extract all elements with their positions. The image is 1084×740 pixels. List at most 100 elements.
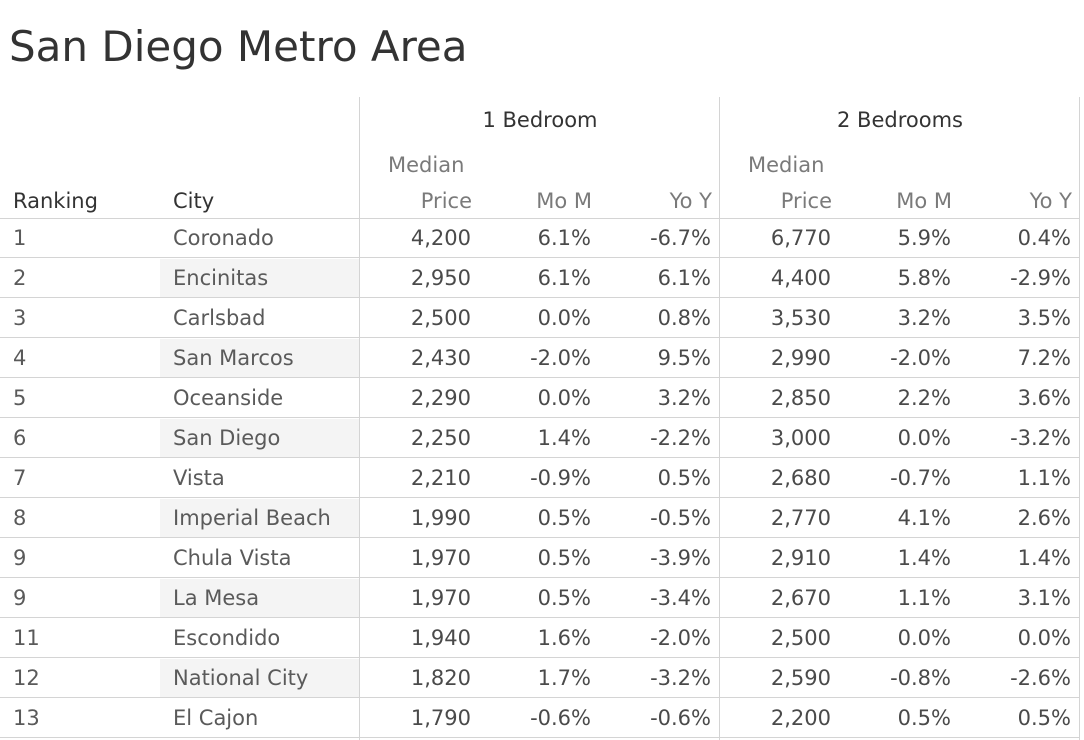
- mom-1br-cell: 0.5%: [537, 546, 591, 570]
- ranking-cell: 13: [13, 706, 40, 730]
- price-1br-cell: 1,970: [410, 546, 471, 570]
- price-2br-cell: 3,000: [770, 426, 831, 450]
- price-1br-cell: 4,200: [410, 226, 471, 250]
- row-band: [160, 419, 360, 458]
- yoy-2br-cell: 1.1%: [1017, 466, 1071, 490]
- mom-2br-cell: 1.1%: [897, 586, 951, 610]
- page-title: San Diego Metro Area: [9, 22, 468, 71]
- column-divider: [1079, 97, 1080, 740]
- mom-2br-cell: -0.8%: [890, 666, 951, 690]
- mom-1br-cell: 1.7%: [537, 666, 591, 690]
- col-header-price-2br[interactable]: Price: [780, 189, 832, 213]
- yoy-1br-cell: 9.5%: [657, 346, 711, 370]
- price-1br-cell: 2,290: [410, 386, 471, 410]
- yoy-1br-cell: 6.1%: [657, 266, 711, 290]
- yoy-2br-cell: 2.6%: [1017, 506, 1071, 530]
- price-1br-cell: 1,820: [410, 666, 471, 690]
- city-cell: National City: [173, 666, 309, 690]
- mom-1br-cell: 0.5%: [537, 586, 591, 610]
- mom-2br-cell: 0.0%: [897, 426, 951, 450]
- ranking-cell: 9: [13, 546, 27, 570]
- row-divider: [0, 257, 1080, 258]
- column-divider: [719, 97, 720, 740]
- city-cell: Escondido: [173, 626, 281, 650]
- row-divider: [0, 337, 1080, 338]
- mom-2br-cell: 0.5%: [897, 706, 951, 730]
- yoy-1br-cell: -2.2%: [650, 426, 711, 450]
- col-header-mom-2br[interactable]: Mo M: [896, 189, 952, 213]
- city-cell: Imperial Beach: [173, 506, 331, 530]
- price-1br-cell: 2,430: [410, 346, 471, 370]
- row-divider: [0, 377, 1080, 378]
- col-header-yoy-1br[interactable]: Yo Y: [669, 189, 712, 213]
- city-cell: San Diego: [173, 426, 281, 450]
- mom-1br-cell: -0.6%: [530, 706, 591, 730]
- row-divider: [0, 657, 1080, 658]
- ranking-cell: 3: [13, 306, 27, 330]
- yoy-1br-cell: -0.6%: [650, 706, 711, 730]
- row-band: [160, 339, 360, 378]
- price-1br-cell: 2,210: [410, 466, 471, 490]
- ranking-cell: 7: [13, 466, 27, 490]
- mom-1br-cell: -0.9%: [530, 466, 591, 490]
- mom-2br-cell: 1.4%: [897, 546, 951, 570]
- price-2br-cell: 2,500: [770, 626, 831, 650]
- price-1br-cell: 2,950: [410, 266, 471, 290]
- ranking-cell: 2: [13, 266, 27, 290]
- yoy-2br-cell: 3.6%: [1017, 386, 1071, 410]
- city-cell: Encinitas: [173, 266, 269, 290]
- col-header-median-2br: Median: [748, 153, 825, 177]
- yoy-2br-cell: 1.4%: [1017, 546, 1071, 570]
- price-2br-cell: 2,910: [770, 546, 831, 570]
- mom-1br-cell: 6.1%: [537, 266, 591, 290]
- mom-2br-cell: 2.2%: [897, 386, 951, 410]
- group-header-1-bedroom: 1 Bedroom: [482, 108, 598, 132]
- yoy-2br-cell: 0.5%: [1017, 706, 1071, 730]
- price-2br-cell: 3,530: [770, 306, 831, 330]
- price-1br-cell: 1,940: [410, 626, 471, 650]
- row-band: [160, 659, 360, 698]
- col-header-city[interactable]: City: [173, 189, 215, 213]
- col-header-mom-1br[interactable]: Mo M: [536, 189, 592, 213]
- yoy-2br-cell: 3.5%: [1017, 306, 1071, 330]
- row-divider: [0, 457, 1080, 458]
- price-2br-cell: 6,770: [770, 226, 831, 250]
- price-2br-cell: 2,990: [770, 346, 831, 370]
- mom-1br-cell: 1.6%: [537, 626, 591, 650]
- price-1br-cell: 1,990: [410, 506, 471, 530]
- city-cell: Carlsbad: [173, 306, 266, 330]
- col-header-yoy-2br[interactable]: Yo Y: [1029, 189, 1072, 213]
- yoy-1br-cell: -3.2%: [650, 666, 711, 690]
- price-2br-cell: 4,400: [770, 266, 831, 290]
- mom-2br-cell: -0.7%: [890, 466, 951, 490]
- row-divider: [0, 617, 1080, 618]
- row-band: [160, 259, 360, 298]
- price-1br-cell: 2,500: [410, 306, 471, 330]
- city-cell: Oceanside: [173, 386, 284, 410]
- price-2br-cell: 2,850: [770, 386, 831, 410]
- col-header-ranking[interactable]: Ranking: [13, 189, 98, 213]
- yoy-1br-cell: -2.0%: [650, 626, 711, 650]
- row-band: [160, 579, 360, 618]
- group-header-2-bedrooms: 2 Bedrooms: [837, 108, 963, 132]
- price-2br-cell: 2,680: [770, 466, 831, 490]
- price-2br-cell: 2,590: [770, 666, 831, 690]
- mom-2br-cell: 3.2%: [897, 306, 951, 330]
- row-divider: [0, 537, 1080, 538]
- row-divider: [0, 497, 1080, 498]
- yoy-1br-cell: -3.4%: [650, 586, 711, 610]
- ranking-cell: 8: [13, 506, 27, 530]
- price-2br-cell: 2,200: [770, 706, 831, 730]
- city-cell: La Mesa: [173, 586, 260, 610]
- col-header-price-1br[interactable]: Price: [420, 189, 472, 213]
- yoy-2br-cell: -2.9%: [1010, 266, 1071, 290]
- price-1br-cell: 1,970: [410, 586, 471, 610]
- price-1br-cell: 2,250: [410, 426, 471, 450]
- row-divider: [0, 417, 1080, 418]
- ranking-cell: 9: [13, 586, 27, 610]
- yoy-2br-cell: 7.2%: [1017, 346, 1071, 370]
- column-divider: [359, 97, 360, 740]
- mom-1br-cell: 6.1%: [537, 226, 591, 250]
- ranking-cell: 11: [13, 626, 40, 650]
- yoy-2br-cell: 0.0%: [1017, 626, 1071, 650]
